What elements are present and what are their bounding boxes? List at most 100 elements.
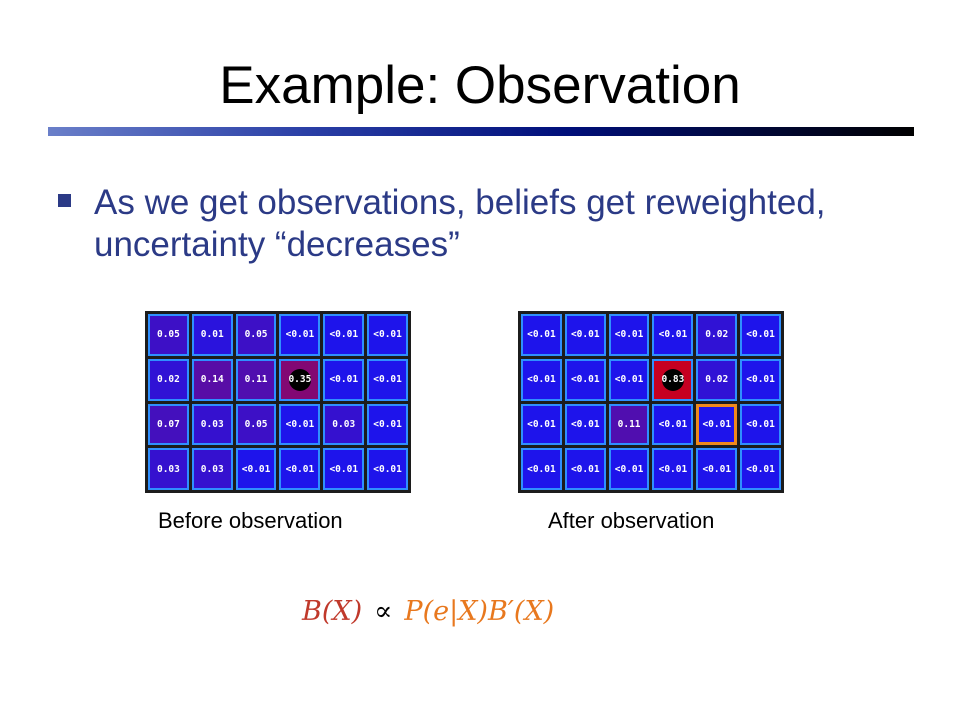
cell-value: <0.01 <box>614 463 644 475</box>
cell-value: <0.01 <box>285 329 315 341</box>
cell-value: 0.05 <box>156 329 180 341</box>
grid-cell: <0.01 <box>521 448 562 490</box>
cell-value: <0.01 <box>329 329 359 341</box>
cell-value: <0.01 <box>658 463 688 475</box>
cell-value: 0.11 <box>244 374 268 386</box>
grid-cell: <0.01 <box>279 314 321 356</box>
grid-cell: <0.01 <box>652 448 694 490</box>
grid-cell: <0.01 <box>740 314 781 356</box>
cell-value: <0.01 <box>570 329 600 341</box>
grid-cell: 0.05 <box>235 314 277 356</box>
formula-lhs: B(X) <box>302 596 363 627</box>
grid-cell: <0.01 <box>740 448 781 490</box>
grid-cell: 0.03 <box>191 403 233 446</box>
cell-value: <0.01 <box>658 329 688 341</box>
grid-cell: 0.03 <box>323 403 365 446</box>
cell-value: 0.11 <box>617 418 641 430</box>
caption-after: After observation <box>548 508 715 533</box>
title-rule <box>48 127 914 136</box>
cell-value: 0.03 <box>200 463 224 475</box>
cell-value: 0.05 <box>244 329 268 341</box>
grid-cell: <0.01 <box>367 358 408 401</box>
grid-cell: <0.01 <box>564 358 606 401</box>
bullet-marker-icon <box>58 194 71 207</box>
bullet-text: As we get observations, beliefs get rewe… <box>94 183 826 264</box>
grid-cell: <0.01 <box>564 448 606 490</box>
cell-value: 0.03 <box>200 418 224 430</box>
cell-value: <0.01 <box>373 329 402 341</box>
grid-cell: <0.01 <box>696 448 738 490</box>
cell-value: 0.01 <box>200 329 224 341</box>
cell-value: <0.01 <box>702 418 732 430</box>
cell-value: <0.01 <box>570 374 600 386</box>
grid-cell: <0.01 <box>608 314 650 356</box>
grid-cell: 0.01 <box>191 314 233 356</box>
belief-grid-after: <0.01 <0.01 <0.01 <0.01 0.02 <0.01 <0.01 <0.01 <… <box>518 311 784 493</box>
grid-cell: <0.01 <box>608 358 650 401</box>
grid-cell: 0.11 <box>608 403 650 446</box>
grid-cell: 0.05 <box>235 403 277 446</box>
grid-cell: 0.02 <box>148 358 189 401</box>
cell-value: 0.05 <box>244 418 268 430</box>
grid-cell: <0.01 <box>564 314 606 356</box>
caption-before: Before observation <box>158 508 343 533</box>
grid-cell: 0.83 <box>652 358 694 401</box>
grid-cell: <0.01 <box>323 358 365 401</box>
grid-cell: <0.01 <box>521 358 562 401</box>
slide-title: Example: Observation <box>219 56 741 115</box>
cell-value: <0.01 <box>329 374 359 386</box>
formula-likelihood: P(e|X) <box>404 596 488 627</box>
grid-cell: 0.11 <box>235 358 277 401</box>
grid-cell: 0.02 <box>696 314 738 356</box>
cell-value: <0.01 <box>329 463 359 475</box>
grid-cell: <0.01 <box>367 448 408 490</box>
cell-value: <0.01 <box>658 418 688 430</box>
cell-value: <0.01 <box>241 463 271 475</box>
cell-value: <0.01 <box>527 374 556 386</box>
cell-value: <0.01 <box>746 329 775 341</box>
cell-value: <0.01 <box>746 418 775 430</box>
cell-value: 0.07 <box>156 418 180 430</box>
grid-cell: <0.01 <box>279 448 321 490</box>
grid-cell: <0.01 <box>740 403 781 446</box>
grid-cell: <0.01 <box>608 448 650 490</box>
grid-cell: <0.01 <box>279 403 321 446</box>
grid-cell: 0.03 <box>148 448 189 490</box>
cell-value: <0.01 <box>702 463 732 475</box>
grid-cell: <0.01 <box>521 314 562 356</box>
grid-cell: <0.01 <box>367 314 408 356</box>
grid-cell: <0.01 <box>564 403 606 446</box>
cell-value: <0.01 <box>746 374 775 386</box>
cell-value: <0.01 <box>285 463 315 475</box>
belief-grid-before: 0.05 0.01 0.05 <0.01 <0.01 <0.01 0.02 0.14 0.11 0… <box>145 311 411 493</box>
grid-cell: 0.35 <box>279 358 321 401</box>
grid-cell: <0.01 <box>323 314 365 356</box>
grid-cell: 0.07 <box>148 403 189 446</box>
cell-value: <0.01 <box>373 463 402 475</box>
cell-value: 0.02 <box>705 374 729 386</box>
grid-cell: 0.02 <box>696 358 738 401</box>
cell-value: <0.01 <box>373 374 402 386</box>
grid-cell: 0.03 <box>191 448 233 490</box>
cell-value: 0.35 <box>288 374 312 386</box>
formula-relation: ∝ <box>374 596 393 627</box>
grid-cell: <0.01 <box>652 403 694 446</box>
cell-value: <0.01 <box>527 418 556 430</box>
grid-cell: 0.05 <box>148 314 189 356</box>
belief-update-formula: B(X) ∝ P(e|X)B′(X) <box>302 596 554 627</box>
grid-cell: <0.01 <box>323 448 365 490</box>
cell-value: <0.01 <box>373 418 402 430</box>
agent-dot-icon <box>661 368 684 391</box>
grid-cell-highlighted: <0.01 <box>696 403 738 446</box>
cell-value: <0.01 <box>570 418 600 430</box>
cell-value: <0.01 <box>285 418 315 430</box>
grid-cell: 0.14 <box>191 358 233 401</box>
cell-value: 0.14 <box>200 374 224 386</box>
cell-value: <0.01 <box>570 463 600 475</box>
cell-value: <0.01 <box>614 374 644 386</box>
cell-value: 0.02 <box>705 329 729 341</box>
cell-value: 0.03 <box>156 463 180 475</box>
grid-cell: <0.01 <box>367 403 408 446</box>
cell-value: <0.01 <box>527 329 556 341</box>
cell-value: <0.01 <box>614 329 644 341</box>
